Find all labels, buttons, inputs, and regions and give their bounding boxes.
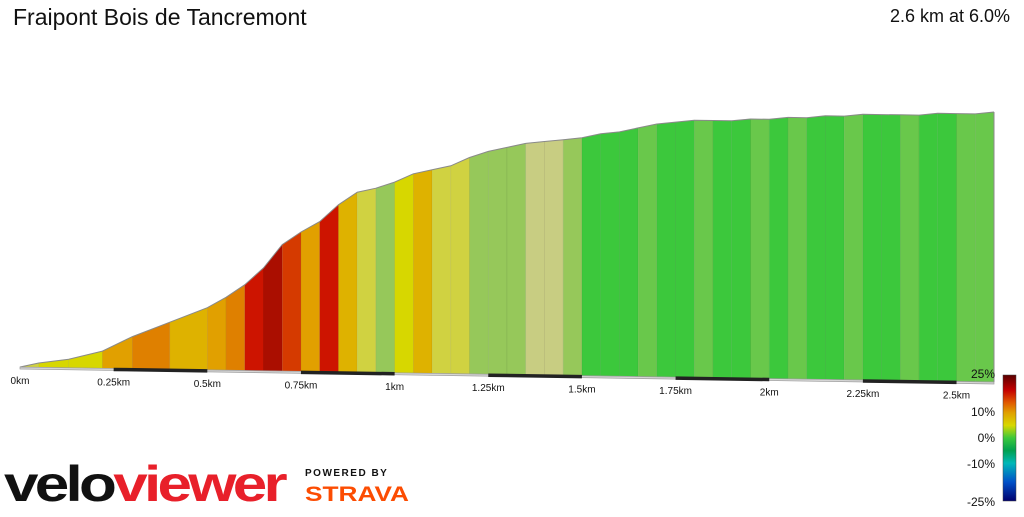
x-tick-label: 0km xyxy=(11,376,30,387)
x-tick-label: 0.75km xyxy=(285,380,318,391)
x-tick-label: 0.25km xyxy=(97,377,130,388)
x-tick-label: 1km xyxy=(385,382,404,393)
powered-by-label: POWERED BY xyxy=(305,468,389,479)
x-tick-label: 0.5km xyxy=(194,379,221,390)
x-tick-label: 1.5km xyxy=(568,385,595,396)
distance-marker xyxy=(113,367,208,373)
x-tick-label: 2km xyxy=(760,388,779,399)
legend-label: -25% xyxy=(967,495,995,509)
elevation-profile-chart: 0km 0.25km 0.5km 0.75km 1km 1.25km 1.5km 1.75km… xyxy=(11,111,995,401)
legend-labels: 25% 10% 0% -10% -25% xyxy=(967,367,995,509)
gradient-bands xyxy=(19,111,995,383)
veloviewer-logo: velo viewer xyxy=(0,448,300,517)
strava-wordmark: STRAVA xyxy=(305,483,409,506)
strava-logo: STRAVA xyxy=(305,483,409,506)
climb-summary: 2.6 km at 6.0% xyxy=(889,6,1010,26)
legend-label: -10% xyxy=(967,457,995,471)
x-axis-ticks: 0km 0.25km 0.5km 0.75km 1km 1.25km 1.5km 1.75km… xyxy=(11,376,971,401)
x-tick-label: 1.25km xyxy=(472,383,505,394)
legend-color-bar xyxy=(1002,374,1017,502)
distance-marker xyxy=(675,376,770,382)
distance-marker xyxy=(488,373,582,379)
distance-marker xyxy=(300,370,395,376)
legend-label: 25% xyxy=(971,367,995,381)
distance-marker xyxy=(862,379,957,385)
logo-viewer-text: viewer xyxy=(113,456,287,512)
x-tick-label: 2.5km xyxy=(943,390,970,401)
x-tick-label: 2.25km xyxy=(846,389,879,400)
page-title: Fraipont Bois de Tancremont xyxy=(13,4,307,30)
distance-markers xyxy=(113,367,957,385)
legend-label: 0% xyxy=(978,431,996,445)
profile-outline xyxy=(19,111,995,368)
x-tick-label: 1.75km xyxy=(659,386,692,397)
logo-velo-text: velo xyxy=(4,456,115,512)
legend-label: 10% xyxy=(971,405,995,419)
